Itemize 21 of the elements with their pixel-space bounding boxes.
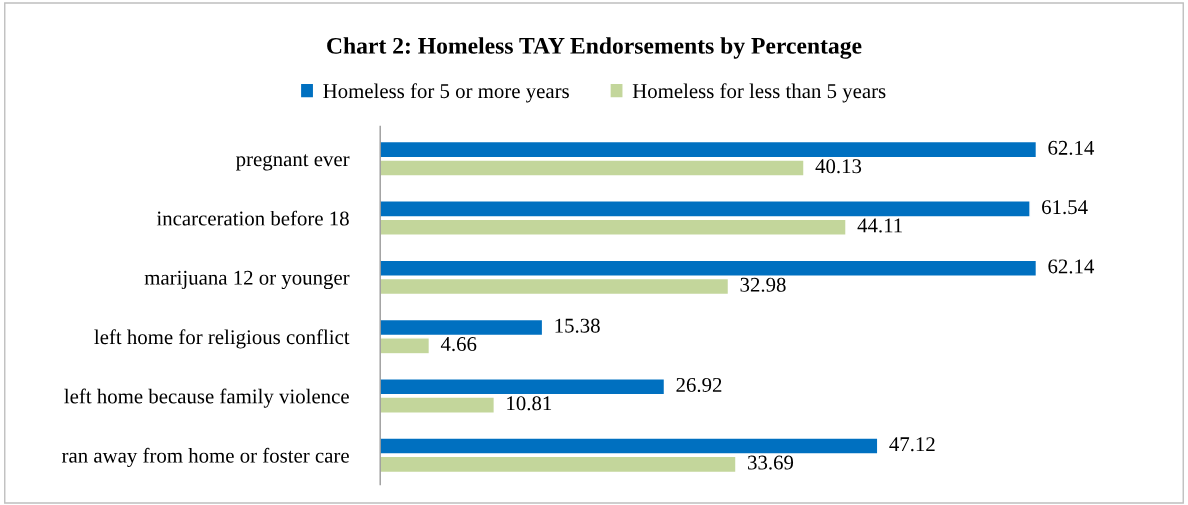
y-tick-label: incarceration before 18 [156, 210, 349, 226]
data-label: 47.12 [889, 437, 935, 452]
y-tick-label: pregnant ever [235, 154, 350, 171]
data-label: 40.13 [815, 159, 862, 174]
y-tick-label: ran away from home or foster care [61, 447, 349, 467]
data-label: 33.69 [748, 455, 794, 470]
data-label: 4.66 [440, 337, 477, 352]
data-label: 10.81 [507, 396, 552, 411]
data-label: 62.14 [1048, 140, 1095, 155]
y-tick-label: marijuana 12 or younger [144, 270, 350, 290]
legend-label: Homeless for 5 or more years [323, 83, 569, 103]
data-label: 15.38 [555, 318, 600, 333]
data-label: 32.98 [740, 277, 786, 292]
data-label: 62.14 [1048, 259, 1095, 274]
data-label: 26.92 [676, 377, 722, 393]
chart-title: Chart 2: Homeless TAY Endorsements by Percentage [327, 37, 862, 59]
y-tick-label: left home because family violence [64, 388, 349, 408]
legend-label: Homeless for less than 5 years [632, 83, 886, 103]
data-label: 61.54 [1042, 200, 1088, 215]
y-tick-label: left home for religious conflict [94, 329, 350, 349]
data-label: 44.11 [857, 218, 902, 233]
